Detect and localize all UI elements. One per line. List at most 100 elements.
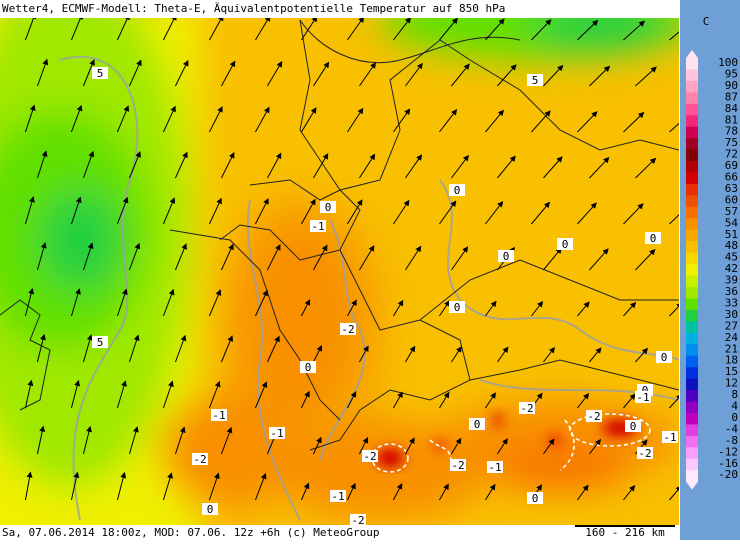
wind-arrow (266, 244, 281, 271)
legend-swatch (686, 424, 698, 437)
wind-arrow (451, 346, 462, 363)
wind-arrow (116, 18, 130, 41)
legend-label: -20 (718, 468, 738, 481)
contour-label-box (656, 351, 672, 363)
wind-arrow (208, 472, 220, 501)
legend-label: 24 (725, 331, 739, 344)
legend-swatch (686, 161, 698, 173)
contour-label: 0 (474, 418, 481, 431)
wind-arrow (70, 471, 80, 501)
wind-arrow (669, 485, 679, 501)
legend-swatch (686, 218, 698, 231)
contour-label: 5 (97, 336, 104, 349)
legend-label: 57 (725, 205, 738, 218)
contour-label: 0 (532, 492, 539, 505)
wind-arrow (635, 157, 657, 179)
legend-swatch (686, 321, 698, 334)
wind-arrow (669, 214, 679, 225)
contour-label: 0 (650, 232, 657, 245)
contour-label: 0 (454, 301, 461, 314)
contour-label: 0 (305, 361, 312, 374)
wind-arrow (358, 437, 369, 455)
wind-arrow (577, 19, 599, 41)
wind-arrow (497, 438, 508, 455)
contour-label: -1 (663, 431, 676, 444)
wind-arrow (266, 335, 280, 363)
wind-arrow (577, 202, 597, 225)
legend-swatch (686, 229, 698, 242)
contour-label-box (637, 447, 653, 459)
wind-arrow (589, 65, 611, 87)
wind-arrow (543, 346, 555, 363)
legend-label: 60 (725, 193, 738, 206)
contour-label-box (625, 420, 641, 432)
wind-arrow (451, 437, 462, 455)
contour-label-box (192, 453, 208, 465)
legend-label: 15 (725, 365, 738, 378)
contour-label-box (340, 323, 356, 335)
legend-swatch (686, 412, 698, 425)
wind-arrow (116, 288, 128, 317)
wind-arrow (36, 242, 47, 271)
wind-arrow (162, 288, 175, 317)
wind-arrow (162, 380, 174, 409)
wind-arrow (497, 64, 517, 87)
contour-label: 5 (532, 74, 539, 87)
wind-arrow (82, 242, 94, 271)
wind-arrow (623, 20, 646, 41)
contour-label: 0 (503, 250, 510, 263)
wind-arrow (312, 436, 322, 455)
wind-arrow (543, 438, 555, 455)
wind-arrow (24, 18, 37, 41)
wind-arrow (405, 154, 423, 179)
legend-label: 69 (725, 159, 738, 172)
wind-arrow (254, 472, 267, 501)
wind-arrow (300, 299, 311, 317)
contour-label-box (202, 503, 218, 515)
scale-text: 160 - 216 km (585, 526, 665, 539)
wind-arrow (393, 18, 412, 41)
color-legend: 1009590878481787572696663605754514845423… (686, 50, 738, 490)
wind-arrow (635, 66, 657, 87)
title: Wetter4, ECMWF-Modell: Theta-E, Äquivale… (2, 2, 505, 15)
contour-label: 0 (207, 503, 214, 516)
wind-arrow (393, 199, 410, 225)
contour-label-box (645, 232, 661, 244)
contour-label-box (487, 461, 503, 473)
legend-label: 90 (725, 79, 738, 92)
legend-swatch (686, 92, 698, 105)
legend-unit: C (703, 15, 710, 28)
wind-arrow (36, 333, 46, 363)
contour-label: 0 (661, 351, 668, 364)
legend-label: 78 (725, 125, 738, 138)
wind-arrow (589, 438, 602, 455)
legend-swatch (686, 309, 698, 322)
legend-label: 63 (725, 182, 738, 195)
wind-arrow (623, 485, 636, 501)
contour-label: -2 (193, 453, 206, 466)
contour-label-box (211, 409, 227, 421)
wind-arrow (669, 122, 679, 133)
wind-arrow (162, 472, 173, 501)
contour-label: -2 (341, 323, 354, 336)
legend-swatch (686, 458, 698, 471)
wind-arrow (623, 111, 645, 133)
legend-label: 4 (731, 400, 738, 413)
legend-swatch (686, 355, 698, 368)
borders (0, 19, 679, 451)
wind-arrow (623, 301, 637, 317)
contour-label-box (350, 514, 366, 525)
wind-arrow (254, 106, 270, 133)
wind-arrow (24, 379, 34, 409)
wind-arrow (208, 289, 222, 317)
wind-arrow (254, 381, 268, 409)
wind-arrow (623, 203, 644, 225)
wind-arrow (531, 110, 551, 133)
legend-label: -12 (718, 445, 738, 458)
legend-swatch (686, 344, 698, 356)
legend-label: -4 (725, 422, 739, 435)
legend-label: 39 (725, 274, 738, 287)
contour-label-box (320, 201, 336, 213)
contour-label: -1 (270, 427, 283, 440)
